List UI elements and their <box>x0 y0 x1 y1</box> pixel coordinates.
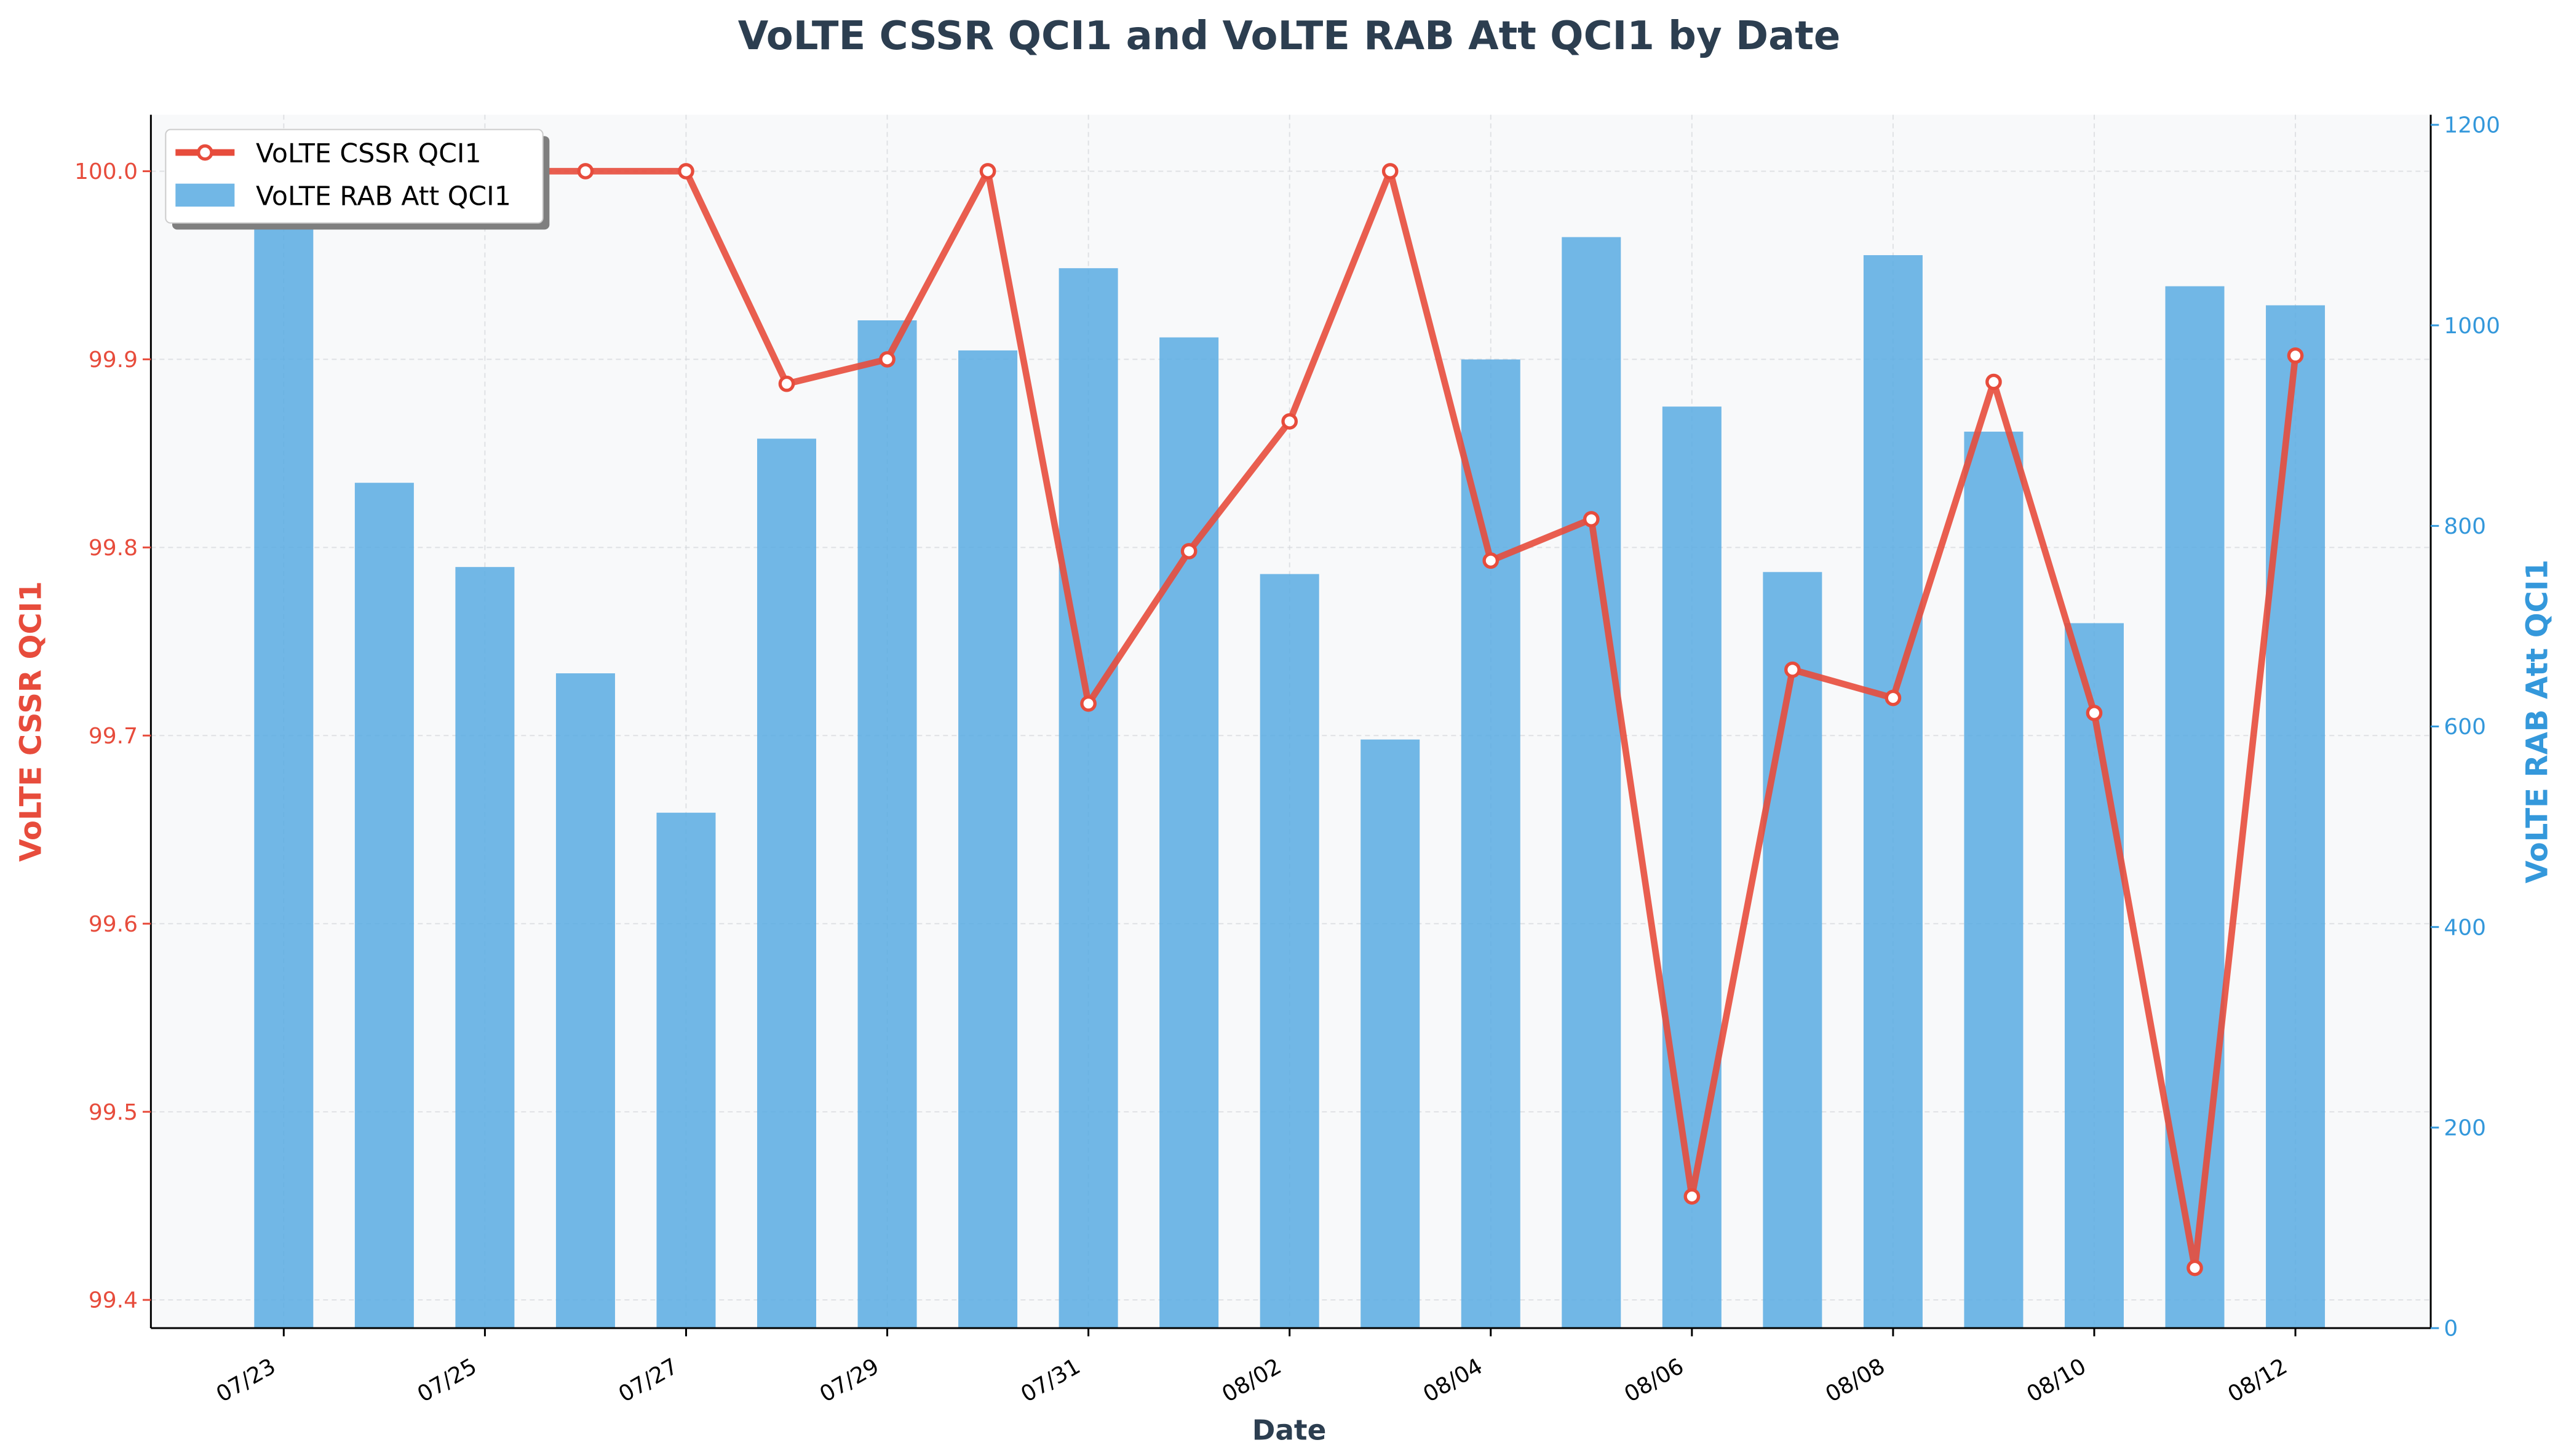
point <box>1180 543 1198 560</box>
bar <box>1159 337 1219 1329</box>
chart-title: VoLTE CSSR QCI1 and VoLTE RAB Att QCI1 b… <box>738 14 1841 59</box>
bar <box>2266 305 2326 1329</box>
bar <box>455 567 515 1329</box>
left-tick-label: 99.9 <box>89 347 138 373</box>
line-series <box>276 163 2304 1276</box>
bar <box>1260 574 1319 1329</box>
left-tick-label: 99.6 <box>89 912 138 937</box>
point <box>879 351 896 368</box>
legend-line-marker <box>197 144 213 161</box>
legend-box <box>165 129 544 224</box>
x-axis-label: Date <box>1252 1414 1327 1446</box>
bar <box>1964 432 2024 1329</box>
right-tick-label: 1000 <box>2444 314 2500 339</box>
point <box>1683 1188 1701 1205</box>
point <box>1381 163 1399 180</box>
legend: VoLTE CSSR QCI1 VoLTE RAB Att QCI1 <box>165 129 550 230</box>
point <box>1080 695 1097 712</box>
point <box>778 375 795 392</box>
bar <box>1059 268 1118 1329</box>
bar <box>1763 572 1822 1329</box>
left-y-axis-label: VoLTE CSSR QCI1 <box>14 581 49 861</box>
point <box>1583 511 1600 528</box>
point <box>979 163 996 180</box>
right-y-axis-label: VoLTE RAB Att QCI1 <box>2520 560 2554 884</box>
bar <box>958 350 1018 1329</box>
bar <box>857 320 917 1329</box>
left-tick-label: 99.7 <box>89 724 138 749</box>
left-tick-label: 99.4 <box>89 1288 138 1313</box>
legend-label-cssr: VoLTE CSSR QCI1 <box>256 138 482 169</box>
bar <box>254 173 314 1329</box>
point <box>2187 1259 2203 1276</box>
point <box>1885 689 1902 706</box>
right-tick-label: 800 <box>2444 514 2486 539</box>
bar <box>1461 359 1520 1329</box>
bar <box>757 438 817 1329</box>
left-tick-label: 99.5 <box>89 1100 138 1125</box>
bar <box>1863 255 1923 1329</box>
right-tick-label: 600 <box>2444 714 2486 740</box>
bar <box>354 483 414 1329</box>
point <box>1784 661 1801 678</box>
right-tick-label: 1200 <box>2444 113 2500 138</box>
bar <box>1562 237 1621 1329</box>
point <box>2287 347 2304 364</box>
axes <box>149 114 2432 1329</box>
right-tick-label: 200 <box>2444 1115 2486 1141</box>
point <box>577 163 594 180</box>
right-tick-label: 400 <box>2444 915 2486 940</box>
left-tick-label: 100.0 <box>74 159 138 184</box>
point <box>1281 413 1298 430</box>
bar <box>656 812 716 1329</box>
legend-label-rab-att: VoLTE RAB Att QCI1 <box>256 181 511 212</box>
left-tick-label: 99.8 <box>89 536 138 561</box>
right-tick-label: 0 <box>2444 1316 2458 1342</box>
point <box>2086 705 2103 721</box>
bar <box>2064 623 2124 1329</box>
point <box>678 163 694 180</box>
bar <box>555 673 615 1329</box>
legend-bar-swatch <box>175 183 235 207</box>
point <box>1482 552 1499 569</box>
point <box>1985 373 2002 390</box>
bar-series <box>254 173 2326 1329</box>
bar <box>1360 739 1420 1329</box>
